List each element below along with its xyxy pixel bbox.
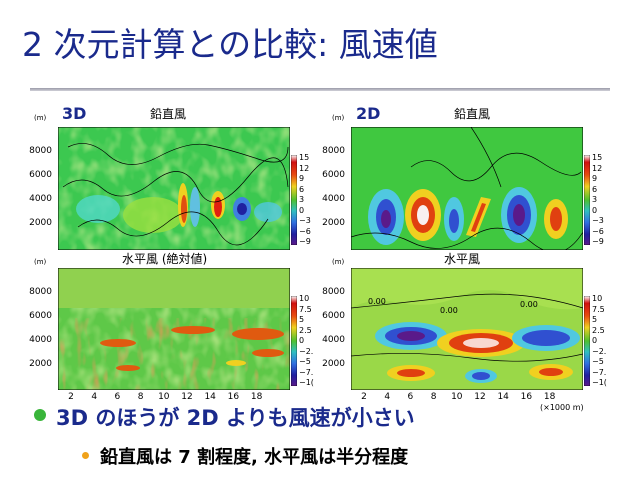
colorbar-tick-label: −3 [592,216,604,225]
bullet-dot-green [34,409,46,421]
colorbar-tick-label: 3 [299,195,305,204]
bullet-dot-orange [82,452,89,459]
x-tick-label: 6 [114,392,121,402]
colorbar-tick-label: −2. [592,346,607,356]
y-tick-label: 2000 [322,359,345,369]
colorbar-2d-horizontal [584,296,590,386]
x-tick-label: 4 [91,392,98,402]
x-tick-label: 6 [407,392,414,402]
colorbar-tick-label: 7.5 [299,304,312,314]
y-tick-label: 4000 [322,335,345,345]
bullet-main: 3D のほうが 2D よりも風速が小さい [56,406,415,430]
colorbar-tick-label: 5 [592,315,598,324]
x-axis-unit: (×1000 m) [540,403,584,412]
colorbar-tick-label: 15 [299,153,310,162]
colorbar-tick-label: 0 [592,336,598,345]
x-tick-label: 10 [451,392,463,402]
panel-caption-3d-horizontal: 水平風 (絶対値) [122,252,208,266]
colorbar-tick-label: 15 [592,153,603,162]
colorbar-tick-label: 3 [592,195,598,204]
y-tick-label: 8000 [322,287,345,297]
colorbar-tick-label: −6 [299,226,311,236]
colorbar-tick-label: −9 [592,237,604,246]
colorbar-tick-label: −5 [592,357,604,366]
colorbar-tick-label: −9 [299,237,311,246]
y-tick-label: 6000 [322,311,345,321]
colorbar-tick-label: 10 [592,294,603,303]
contour-label: 0.00 [440,306,458,315]
panel-tag-2d: 2D [356,104,381,123]
colorbar-tick-label: 6 [592,184,598,194]
colorbar-tick-label: 0 [299,336,305,345]
colorbar-3d-horizontal [291,296,297,386]
unit-label-br: (m) [332,258,345,266]
x-tick-label: 14 [497,392,509,402]
contour-label: 0.00 [368,297,386,306]
x-tick-label: 16 [227,392,240,402]
colorbar-tick-label: 10 [299,294,310,303]
x-tick-label: 18 [250,392,263,402]
x-tick-label: 14 [204,392,216,402]
panel-tag-3d: 3D [62,104,87,123]
y-tick-label: 8000 [29,146,52,156]
y-tick-label: 4000 [29,335,52,345]
colorbar-tick-label: −7. [299,367,314,377]
colorbar-2d-vertical [584,155,590,245]
x-tick-label: 4 [384,392,391,402]
colorbar-tick-label: 12 [299,163,310,173]
x-tick-label: 8 [137,392,144,402]
colorbar-tick-label: 6 [299,184,305,194]
slide-title: 2 次元計算との比較: 風速値 [22,25,438,64]
colorbar-tick-label: 2.5 [592,325,605,335]
x-tick-label: 2 [361,392,367,402]
colorbar-tick-label: −1( [299,378,314,387]
y-tick-label: 6000 [29,170,52,180]
panel-caption-2d-vertical: 鉛直風 [454,107,491,121]
x-tick-label: 10 [158,392,170,402]
colorbar-tick-label: 0 [299,205,305,215]
panel-caption-3d-vertical: 鉛直風 [150,107,187,121]
title-divider [30,88,610,91]
x-tick-label: 12 [474,392,486,402]
colorbar-tick-label: −3 [299,216,311,225]
colorbar-tick-label: 0 [592,205,598,215]
y-tick-label: 2000 [29,218,52,228]
colorbar-tick-label: 9 [299,174,305,183]
plot-3d-vertical-wind [58,127,290,250]
colorbar-tick-label: −2. [299,346,314,356]
colorbar-tick-label: −1( [592,378,607,387]
colorbar-tick-label: −6 [592,226,604,236]
y-tick-label: 4000 [29,194,52,204]
x-tick-label: 18 [543,392,556,402]
unit-label-bl: (m) [34,258,47,266]
colorbar-tick-label: 2.5 [299,325,312,335]
x-tick-label: 8 [430,392,437,402]
y-tick-label: 6000 [322,170,345,180]
plot-2d-horizontal-wind [351,268,583,390]
colorbar-tick-label: 5 [299,315,305,324]
unit-label-tr: (m) [332,114,345,122]
y-tick-label: 4000 [322,194,345,204]
y-tick-label: 2000 [322,218,345,228]
contour-label: 0.00 [520,300,538,309]
panel-caption-2d-horizontal: 水平風 [444,252,481,266]
unit-label-tl: (m) [34,114,47,122]
colorbar-tick-label: −5 [299,357,311,366]
x-tick-label: 16 [520,392,533,402]
plot-2d-vertical-wind [351,127,583,250]
y-tick-label: 8000 [29,287,52,297]
colorbar-tick-label: 12 [592,163,603,173]
colorbar-tick-label: 9 [592,174,598,183]
bullet-sub: 鉛直風は 7 割程度, 水平風は半分程度 [100,447,409,468]
x-tick-label: 2 [68,392,74,402]
y-tick-label: 8000 [322,146,345,156]
y-tick-label: 2000 [29,359,52,369]
plot-3d-horizontal-wind [58,268,290,390]
colorbar-3d-vertical [291,155,297,245]
colorbar-tick-label: −7. [592,367,607,377]
colorbar-tick-label: 7.5 [592,304,605,314]
y-tick-label: 6000 [29,311,52,321]
x-tick-label: 12 [181,392,193,402]
